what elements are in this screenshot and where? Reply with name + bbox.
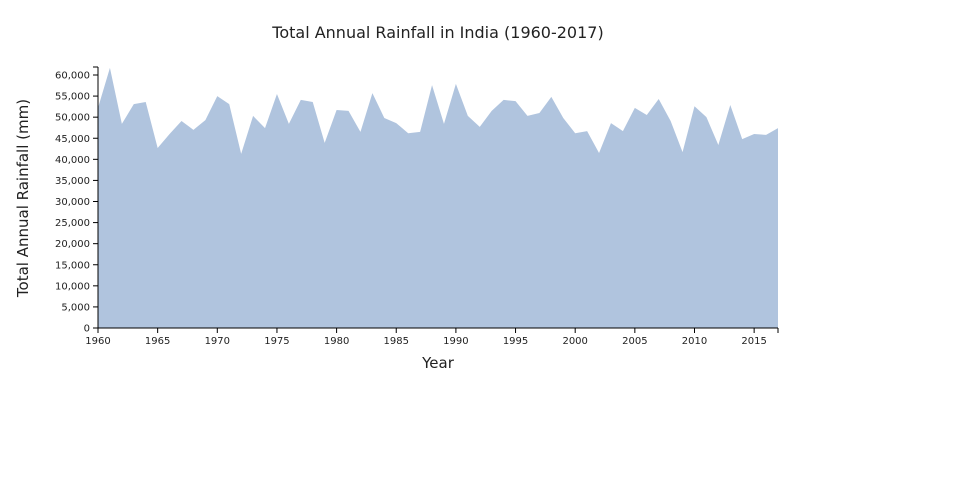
rainfall-area: [98, 68, 778, 328]
y-tick-label: 15,000: [55, 260, 90, 271]
x-tick-label: 1985: [384, 336, 409, 347]
x-tick-label: 1990: [443, 336, 468, 347]
x-tick-label: 1960: [85, 336, 110, 347]
y-tick-label: 50,000: [55, 113, 90, 124]
x-tick-label: 1965: [145, 336, 170, 347]
y-tick-label: 60,000: [55, 71, 90, 82]
y-tick-label: 0: [84, 324, 90, 335]
y-tick-label: 45,000: [55, 134, 90, 145]
x-tick-label: 1970: [205, 336, 230, 347]
y-axis-label: Total Annual Rainfall (mm): [14, 99, 32, 298]
y-tick-label: 5,000: [61, 302, 90, 313]
chart-title: Total Annual Rainfall in India (1960-201…: [271, 23, 603, 42]
x-tick-label: 1975: [264, 336, 289, 347]
y-tick-label: 20,000: [55, 239, 90, 250]
x-tick-label: 2000: [562, 336, 587, 347]
y-tick-label: 25,000: [55, 218, 90, 229]
y-tick-label: 30,000: [55, 197, 90, 208]
x-axis-label: Year: [421, 354, 455, 372]
y-tick-label: 10,000: [55, 281, 90, 292]
x-tick-label: 1980: [324, 336, 349, 347]
y-tick-label: 55,000: [55, 92, 90, 103]
x-tick-label: 2010: [682, 336, 707, 347]
y-tick-label: 35,000: [55, 176, 90, 187]
x-tick-label: 1995: [503, 336, 528, 347]
x-tick-label: 2015: [741, 336, 766, 347]
x-tick-label: 2005: [622, 336, 647, 347]
y-tick-label: 40,000: [55, 155, 90, 166]
